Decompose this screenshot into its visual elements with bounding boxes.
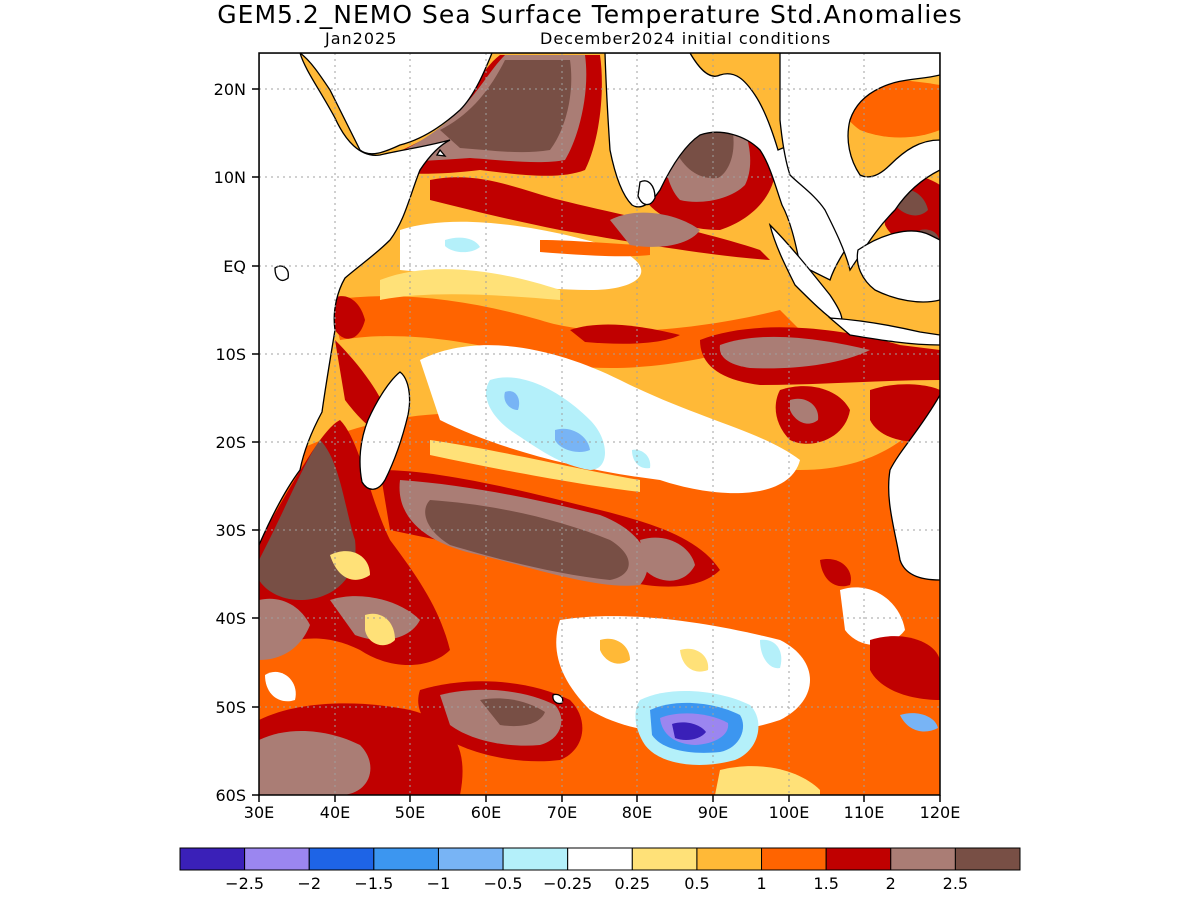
lon-label: 50E [395, 803, 425, 822]
colorbar: −2.5 −2 −1.5 −1 −0.5 −0.25 0.25 0.5 1 1.5 2 2.5 [179, 847, 1021, 893]
colorbar-swatch [244, 847, 310, 871]
colorbar-swatch [696, 847, 763, 871]
borneo [856, 230, 940, 303]
lat-label: 20N [214, 80, 246, 99]
initial-conditions-label: December2024 initial conditions [540, 29, 832, 48]
lat-label: 40S [215, 609, 246, 628]
colorbar-label: −2.5 [225, 874, 264, 893]
axis-ticks [252, 88, 941, 802]
africa [259, 53, 451, 546]
colorbar-label: 0.25 [614, 874, 650, 893]
lat-label: 50S [215, 698, 246, 717]
colorbar-swatch [179, 847, 246, 871]
lat-label: 30S [215, 521, 246, 540]
madagascar [359, 371, 411, 490]
colorbar-label: 2 [886, 874, 896, 893]
colorbar-label: −0.25 [543, 874, 592, 893]
colorbar-swatch [502, 847, 569, 871]
colorbar-label: −0.5 [484, 874, 523, 893]
colorbar-swatch [631, 847, 698, 871]
lon-label: 70E [547, 803, 577, 822]
longitude-labels: 30E 40E 50E 60E 70E 80E 90E 100E 110E 12… [244, 803, 961, 822]
colorbar-swatch [761, 847, 827, 871]
java [828, 317, 940, 346]
arabian-peninsula [259, 53, 493, 155]
lon-label: 100E [769, 803, 810, 822]
colorbar-swatch [308, 847, 375, 871]
lon-label: 90E [698, 803, 728, 822]
colorbar-label: −1.5 [354, 874, 393, 893]
forecast-month: Jan2025 [325, 29, 398, 48]
colorbar-swatch [437, 847, 504, 871]
lon-label: 120E [920, 803, 961, 822]
lon-label: 40E [320, 803, 350, 822]
lon-label: 80E [622, 803, 652, 822]
australia [887, 393, 940, 581]
lat-label: 10S [215, 345, 246, 364]
lon-label: 110E [844, 803, 885, 822]
lon-label: 30E [244, 803, 274, 822]
lat-label: EQ [223, 257, 246, 276]
map-title: GEM5.2_NEMO Sea Surface Temperature Std.… [217, 0, 963, 29]
colorbar-label: 2.5 [943, 874, 968, 893]
lat-label: 60S [215, 786, 246, 805]
southeast-asia [779, 53, 940, 272]
colorbar-swatch [954, 847, 1021, 871]
colorbar-label: 1.5 [813, 874, 838, 893]
grid-lines [259, 53, 940, 795]
map-frame [258, 52, 941, 796]
land-masses [259, 53, 940, 705]
colorbar-swatch [825, 847, 892, 871]
lon-label: 60E [471, 803, 501, 822]
colorbar-swatch [567, 847, 633, 871]
lat-label: 10N [214, 168, 246, 187]
latitude-labels: 20N 10N EQ 10S 20S 30S 40S 50S 60S [214, 80, 246, 805]
lat-label: 20S [215, 433, 246, 452]
colorbar-swatch [373, 847, 439, 871]
socotra [435, 148, 447, 157]
colorbar-label: −2 [297, 874, 321, 893]
sri-lanka [637, 180, 656, 206]
colorbar-label: −1 [427, 874, 451, 893]
colorbar-label: 1 [756, 874, 766, 893]
island-zanzibar [274, 265, 289, 281]
colorbar-swatch [890, 847, 956, 871]
colorbar-label: 0.5 [684, 874, 709, 893]
indian-subcontinent [604, 53, 858, 281]
